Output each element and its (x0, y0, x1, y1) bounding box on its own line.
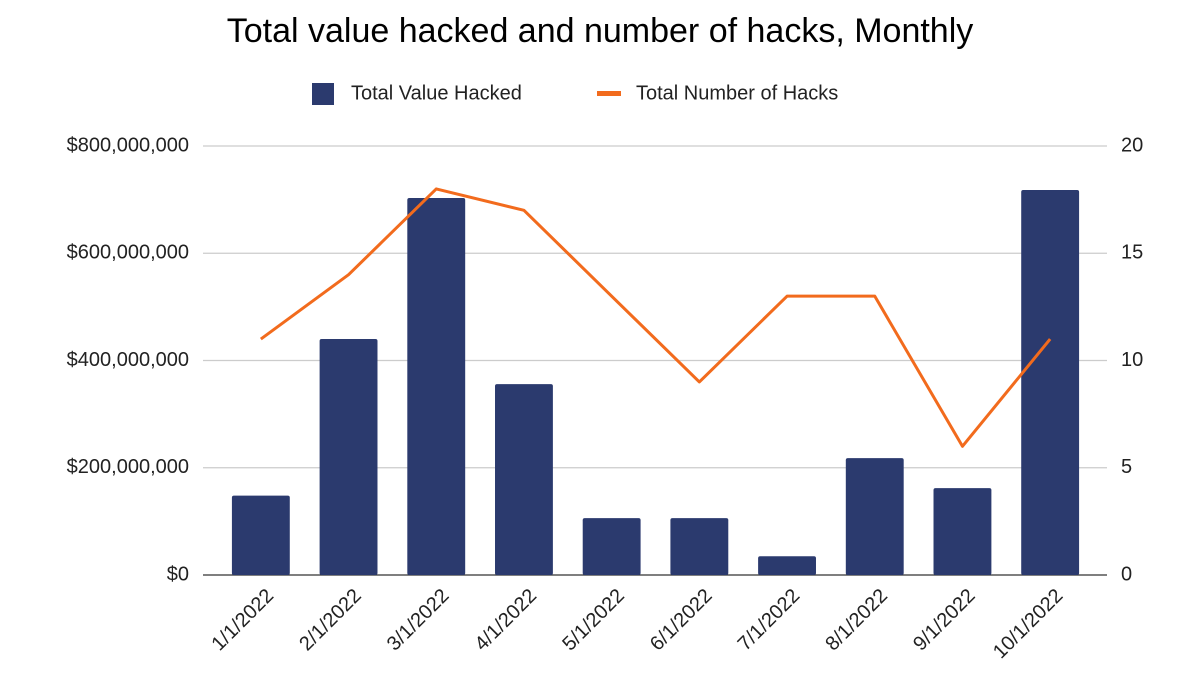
bar (407, 198, 466, 576)
x-tick-label: 9/1/2022 (909, 585, 980, 656)
bar (495, 384, 553, 575)
chart-title: Total value hacked and number of hacks, … (227, 12, 974, 50)
y-tick-label: $600,000,000 (67, 242, 189, 264)
bar (758, 556, 816, 575)
legend-label: Total Value Hacked (351, 82, 522, 104)
bar (582, 518, 641, 575)
x-tick-label: 6/1/2022 (646, 585, 717, 656)
legend-label: Total Number of Hacks (636, 82, 838, 104)
bar (1021, 189, 1080, 575)
y2-tick-label: 10 (1121, 349, 1143, 371)
y2-tick-label: 20 (1121, 134, 1143, 156)
legend-swatch (597, 91, 621, 96)
line (259, 187, 1052, 448)
x-tick-label: 10/1/2022 (989, 585, 1067, 663)
bar (231, 495, 290, 575)
x-tick-label: 7/1/2022 (734, 585, 805, 656)
legend-swatch (312, 83, 334, 105)
bar (933, 488, 992, 575)
bar (845, 458, 904, 575)
x-tick-label: 5/1/2022 (558, 585, 629, 656)
y2-tick-label: 5 (1121, 456, 1132, 478)
x-tick-label: 4/1/2022 (471, 585, 542, 656)
y2-tick-label: 15 (1121, 242, 1143, 264)
y-tick-label: $0 (167, 563, 189, 585)
bar (319, 339, 378, 575)
x-tick-label: 8/1/2022 (821, 585, 892, 656)
y2-tick-label: 0 (1121, 563, 1132, 585)
y-tick-label: $200,000,000 (67, 456, 189, 478)
x-tick-label: 1/1/2022 (208, 585, 279, 656)
x-tick-label: 3/1/2022 (383, 585, 454, 656)
y-tick-label: $400,000,000 (67, 349, 189, 371)
bar (670, 518, 729, 575)
x-tick-label: 2/1/2022 (295, 585, 366, 656)
y-tick-label: $800,000,000 (67, 134, 189, 156)
